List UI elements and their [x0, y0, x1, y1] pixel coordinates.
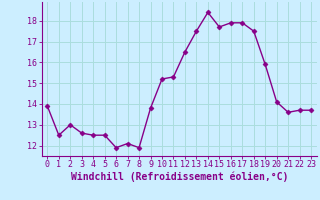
X-axis label: Windchill (Refroidissement éolien,°C): Windchill (Refroidissement éolien,°C) — [70, 172, 288, 182]
